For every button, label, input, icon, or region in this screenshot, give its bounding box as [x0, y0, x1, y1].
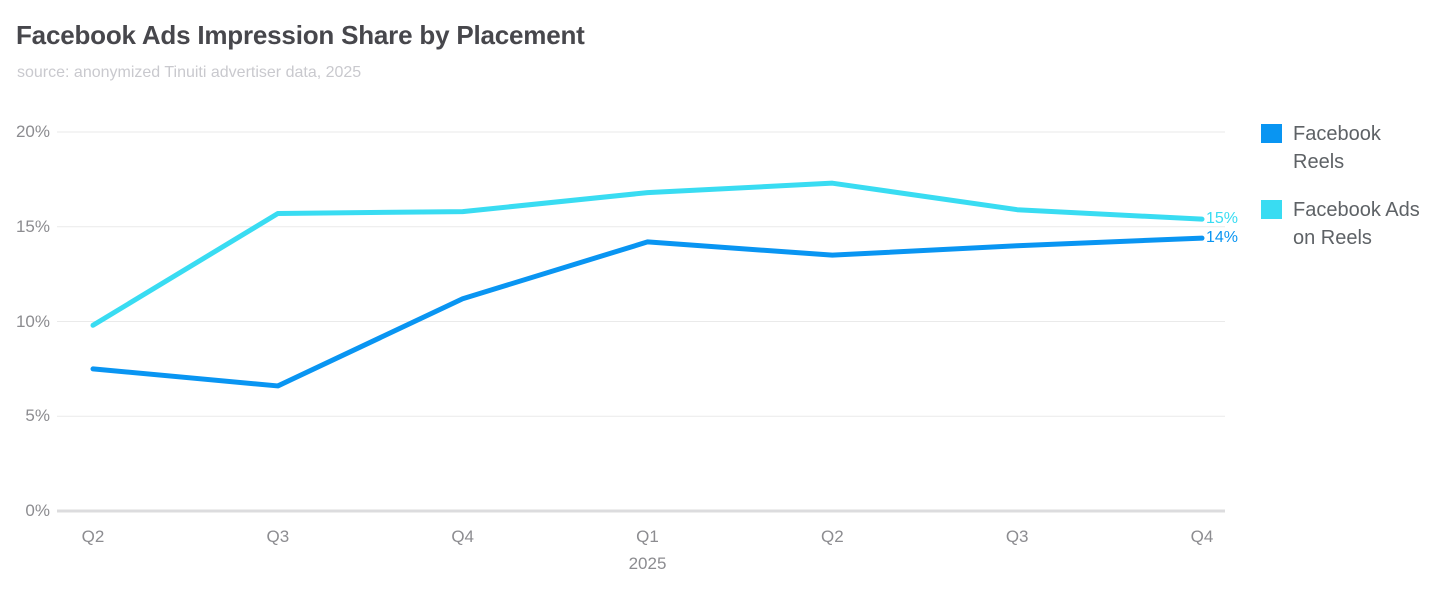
- chart-source-note: source: anonymized Tinuiti advertiser da…: [17, 64, 362, 81]
- x-tick-label-1-q3: Q3: [266, 527, 290, 546]
- chart-title: Facebook Ads Impression Share by Placeme…: [16, 20, 585, 50]
- legend-swatch-facebook-ads-on-reels-icon: [1261, 200, 1282, 219]
- legend-item-facebook-ads-on-reels[interactable]: Facebook Ads on Reels: [1261, 196, 1441, 252]
- x-tick-label-2-q4: Q4: [451, 527, 474, 546]
- legend-label-line: on Reels: [1293, 227, 1372, 249]
- y-tick-label-20%: 20%: [15, 122, 50, 141]
- x-tick-label-0-q2: Q2: [81, 527, 105, 546]
- legend-item-facebook-reels[interactable]: Facebook Reels: [1261, 120, 1441, 176]
- legend-swatch-facebook-reels-icon: [1261, 124, 1282, 143]
- x-axis-year-label: 2025: [628, 554, 667, 573]
- legend-label-facebook-ads-on-reels: Facebook Ads on Reels: [1293, 196, 1420, 252]
- end-value-label-facebook-ads-on-reels: 15%: [1206, 210, 1239, 228]
- x-tick-label-3-q1: Q1: [636, 527, 659, 546]
- legend: Facebook Reels Facebook Ads on Reels: [1261, 120, 1441, 272]
- legend-label-line: Reels: [1293, 151, 1345, 173]
- y-tick-label-5%: 5%: [25, 406, 50, 426]
- y-tick-label-0%: 0%: [25, 501, 50, 520]
- series-line-facebook-ads-on-reels: [90, 180, 1205, 328]
- x-tick-label-4-q2: Q2: [820, 527, 844, 546]
- legend-label-line: Facebook Ads: [1293, 199, 1420, 221]
- y-tick-label-15%: 15%: [15, 216, 50, 236]
- legend-label-line: Facebook: [1293, 123, 1381, 145]
- legend-label-facebook-reels: Facebook Reels: [1293, 120, 1381, 176]
- y-tick-label-10%: 10%: [15, 311, 50, 331]
- series-line-facebook-reels: [90, 235, 1205, 389]
- x-tick-label-6-q4: Q4: [1190, 527, 1214, 546]
- end-value-label-facebook-reels: 14%: [1206, 229, 1239, 247]
- x-tick-label-5-q3: Q3: [1005, 527, 1029, 546]
